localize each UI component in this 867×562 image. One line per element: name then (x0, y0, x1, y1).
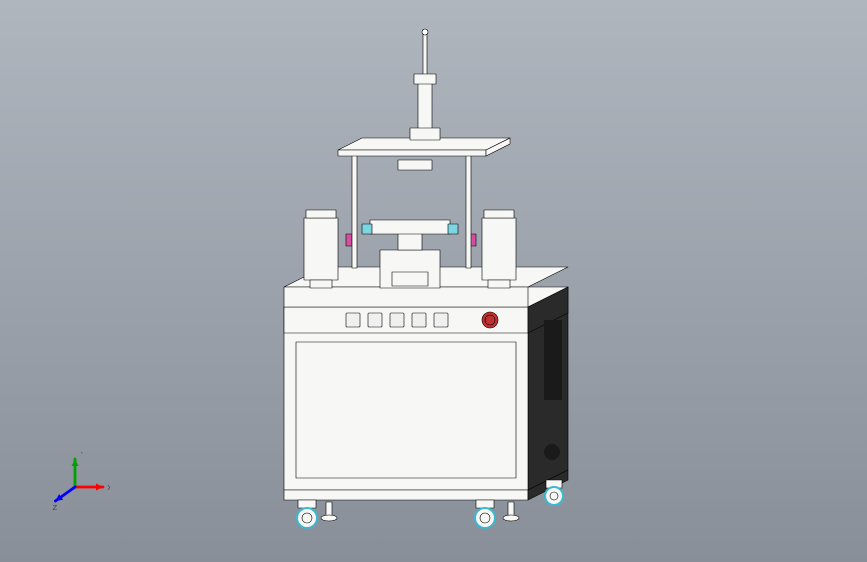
control-button[interactable] (390, 313, 404, 327)
base-rail (284, 490, 528, 500)
model-assembly[interactable] (250, 20, 630, 550)
leveling-foot (503, 502, 519, 521)
caster (297, 500, 317, 528)
control-button[interactable] (346, 313, 360, 327)
right-actuator (482, 210, 516, 288)
control-button[interactable] (412, 313, 426, 327)
signal-tower (410, 29, 440, 140)
caster (475, 500, 495, 528)
left-actuator (304, 210, 338, 288)
worktable-front-edge (284, 287, 528, 307)
cad-viewport[interactable]: X Y Z (0, 0, 867, 562)
caster (545, 480, 563, 505)
leveling-foot (321, 502, 337, 521)
control-button[interactable] (368, 313, 382, 327)
svg-text:X: X (107, 483, 110, 492)
control-button[interactable] (434, 313, 448, 327)
bracket (398, 160, 432, 170)
svg-text:Z: Z (52, 503, 57, 512)
cabinet-door[interactable] (296, 342, 516, 478)
upper-plate (338, 138, 510, 156)
estop-button-inner (485, 315, 495, 325)
axis-triad: X Y Z (40, 452, 110, 522)
svg-text:Y: Y (79, 452, 84, 455)
